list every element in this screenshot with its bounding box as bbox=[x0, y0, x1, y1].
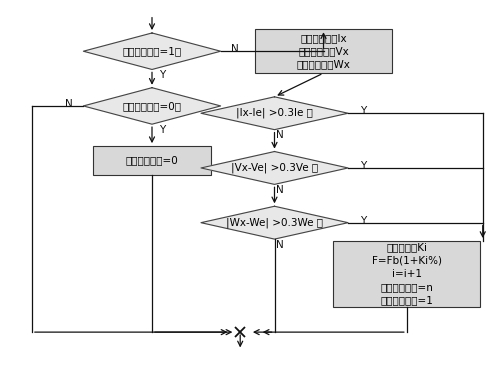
Polygon shape bbox=[84, 88, 220, 124]
Text: 从循环表取Ki
F=Fb(1+Ki%)
i=i+1
变频延迟时间=n
变频延时标志=1: 从循环表取Ki F=Fb(1+Ki%) i=i+1 变频延迟时间=n 变频延时标… bbox=[372, 242, 442, 305]
Text: N: N bbox=[232, 44, 239, 54]
Text: Y: Y bbox=[360, 161, 366, 171]
Text: 变频延时标志=1？: 变频延时标志=1？ bbox=[122, 46, 182, 56]
Text: N: N bbox=[276, 239, 283, 250]
Bar bbox=[255, 29, 392, 73]
Bar bbox=[93, 146, 211, 175]
Text: |Wx-We| >0.3We ？: |Wx-We| >0.3We ？ bbox=[226, 217, 323, 228]
Text: |Ix-Ie| >0.3Ie ？: |Ix-Ie| >0.3Ie ？ bbox=[236, 108, 313, 119]
Text: Y: Y bbox=[158, 70, 165, 80]
Text: Y: Y bbox=[360, 216, 366, 226]
Text: Y: Y bbox=[158, 125, 165, 135]
Text: 变频延时标志=0: 变频延时标志=0 bbox=[126, 156, 178, 166]
Text: N: N bbox=[276, 185, 283, 195]
Polygon shape bbox=[201, 97, 348, 130]
Text: 变频延迟时间=0？: 变频延迟时间=0？ bbox=[122, 101, 182, 111]
Text: Y: Y bbox=[360, 106, 366, 116]
Bar bbox=[334, 241, 480, 307]
Text: |Vx-Ve| >0.3Ve ？: |Vx-Ve| >0.3Ve ？ bbox=[231, 163, 318, 173]
Polygon shape bbox=[201, 206, 348, 239]
Text: N: N bbox=[276, 130, 283, 140]
Text: 读取当前电流Ix
读取当前电压Vx
计算当前功率Wx: 读取当前电流Ix 读取当前电压Vx 计算当前功率Wx bbox=[296, 33, 350, 70]
Polygon shape bbox=[84, 33, 220, 70]
Polygon shape bbox=[201, 152, 348, 184]
Text: N: N bbox=[65, 99, 72, 109]
